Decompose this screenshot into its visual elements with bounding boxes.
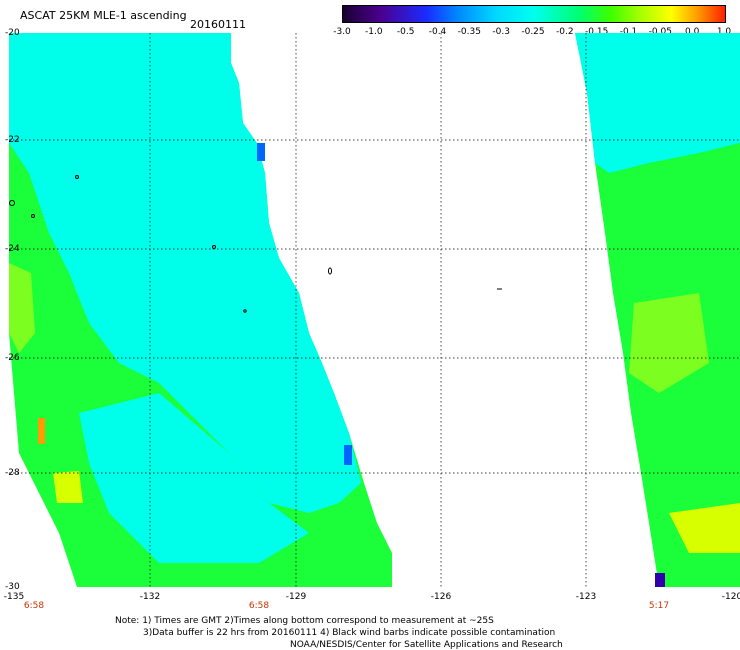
latitude-label: -24 [5, 244, 20, 254]
longitude-label: -123 [575, 592, 597, 602]
product-title: ASCAT 25KM MLE-1 ascending [20, 9, 187, 22]
latitude-label: -28 [5, 468, 20, 478]
pass-time-label: 5:17 [648, 601, 670, 611]
right-swath-cyan [575, 33, 740, 173]
right-swath [575, 33, 740, 587]
latitude-label: -20 [5, 28, 20, 38]
left-swath-blue-spot [257, 143, 265, 161]
left-swath-lightgreen-1 [9, 263, 35, 353]
colorbar-tick-label: -3.0 [333, 27, 351, 37]
colorbar-tick-label: -0.25 [521, 27, 545, 37]
longitude-label: -135 [3, 592, 25, 602]
colorbar-tick-label: -0.1 [619, 27, 638, 37]
right-swath-blue-spot [655, 573, 665, 587]
colorbar-tick-label: 0.0 [684, 27, 700, 37]
latitude-label: -30 [5, 582, 20, 592]
colorbar [342, 5, 726, 23]
longitude-label: -132 [139, 592, 161, 602]
left-swath-orange-2 [38, 418, 45, 444]
product-date: 20160111 [190, 18, 246, 31]
island-outlines [9, 175, 502, 313]
left-swath-cyan [9, 33, 361, 513]
left-swath [9, 33, 392, 587]
pass-time-label: 6:58 [23, 601, 45, 611]
longitude-label: -120 [721, 592, 740, 602]
left-swath-yellow-1 [53, 471, 83, 503]
left-swath-blue-spot-2 [344, 445, 352, 465]
left-swath-cyan-lower [79, 393, 309, 563]
colorbar-tick-label: -0.05 [648, 27, 672, 37]
longitude-label: -126 [430, 592, 452, 602]
colorbar-tick-label: -1.0 [365, 27, 383, 37]
footer-credit: NOAA/NESDIS/Center for Satellite Applica… [290, 640, 563, 650]
wind-map [9, 33, 740, 587]
footer-note-1: Note: 1) Times are GMT 2)Times along bot… [115, 616, 494, 626]
pass-time-label: 6:58 [248, 601, 270, 611]
footer-note-2: 3)Data buffer is 22 hrs from 20160111 4)… [143, 628, 556, 638]
right-swath-yellow [669, 503, 740, 553]
colorbar-tick-label: -0.5 [396, 27, 415, 37]
latitude-label: -26 [5, 353, 20, 363]
colorbar-tick-label: -0.35 [457, 27, 481, 37]
colorbar-tick-label: -0.4 [428, 27, 447, 37]
colorbar-tick-label: -0.3 [492, 27, 510, 37]
colorbar-tick-label: -0.15 [585, 27, 609, 37]
colorbar-tick-label: -0.2 [556, 27, 574, 37]
latitude-label: -22 [5, 135, 20, 145]
colorbar-tick-label: 1.0 [716, 27, 732, 37]
longitude-label: -129 [285, 592, 307, 602]
right-swath-lightgreen [629, 293, 709, 393]
grid [9, 33, 740, 587]
